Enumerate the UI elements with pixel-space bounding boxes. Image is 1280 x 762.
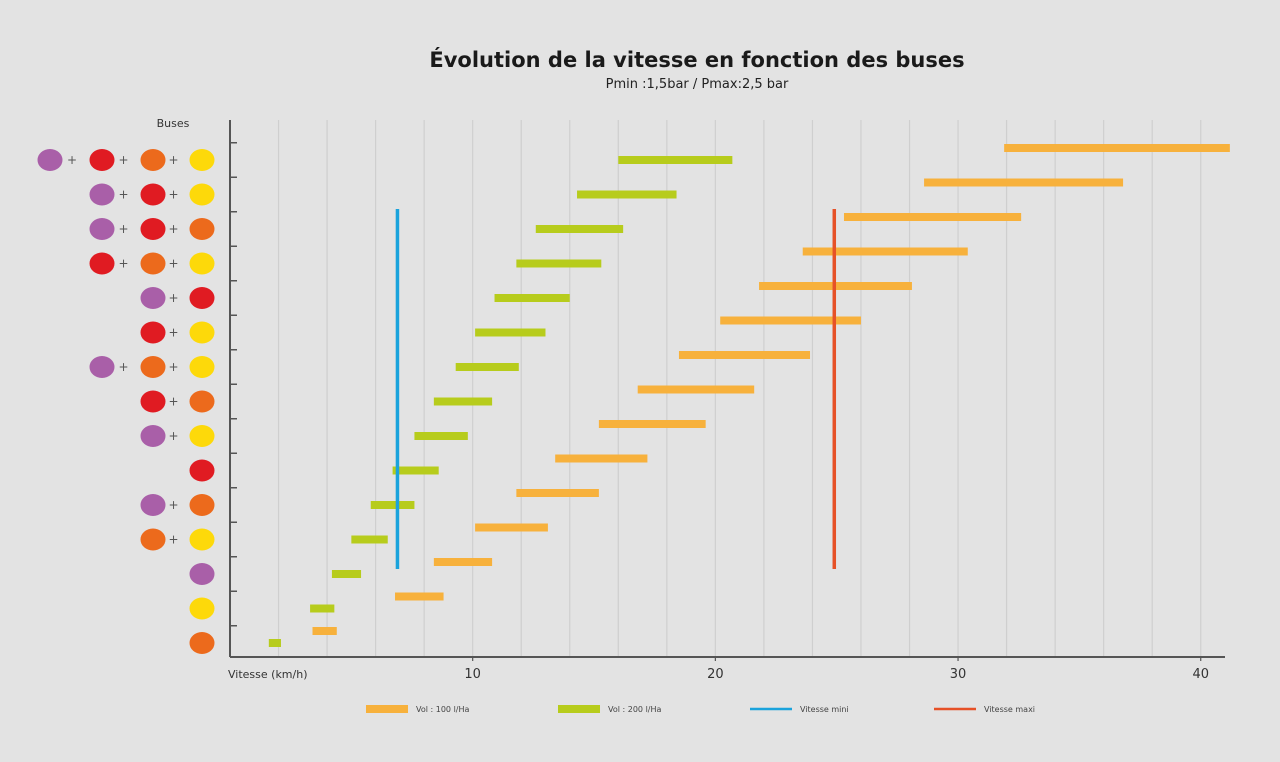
plus-sign: + [168, 498, 178, 512]
plus-sign: + [118, 222, 128, 236]
bar-vol-200 [475, 328, 546, 337]
nozzle-jaune-icon [189, 183, 215, 206]
plus-sign: + [168, 291, 178, 305]
plus-sign: + [168, 222, 178, 236]
nozzle-violet-icon [89, 356, 115, 378]
bar-vol-100 [395, 592, 444, 601]
nozzle-rouge-icon [140, 183, 166, 206]
nozzle-violet-icon [89, 183, 115, 206]
bar-vol-100 [433, 558, 493, 566]
nozzle-jaune-icon [189, 597, 215, 620]
nozzle-orange-icon [189, 390, 215, 413]
nozzle-rouge-icon [189, 459, 215, 482]
nozzle-violet-icon [140, 287, 166, 309]
nozzle-rouge-icon [89, 252, 115, 275]
plus-sign: + [67, 153, 77, 167]
reference-lines [395, 209, 837, 569]
plus-sign: + [118, 153, 128, 167]
x-tick-label: 40 [1192, 667, 1209, 682]
bar-vol-200 [331, 570, 362, 578]
x-tick-label: 10 [464, 667, 481, 682]
legend: Vol : 100 l/Ha Vol : 200 l/Ha Vitesse mini… [366, 705, 1035, 714]
plus-sign: + [168, 395, 178, 409]
plus-sign: + [118, 257, 128, 271]
bar-vol-100 [924, 178, 1124, 187]
nozzle-violet-icon [189, 563, 215, 585]
nozzle-jaune-icon [189, 252, 215, 275]
nozzle-violet-icon [140, 425, 166, 447]
nozzle-orange-icon [140, 149, 166, 171]
legend-swatch [558, 705, 600, 713]
bar-vol-200 [414, 432, 468, 440]
plus-sign: + [168, 429, 178, 443]
axes: 10 20 30 40 [229, 120, 1225, 682]
nozzle-violet-icon [89, 218, 115, 240]
legend-label: Vitesse maxi [984, 705, 1035, 714]
plus-sign: + [168, 153, 178, 167]
bar-vol-200 [370, 501, 415, 509]
nozzle-labels: + + + + + + + + + + + + + + + + + [37, 149, 215, 654]
nozzle-rouge-icon [140, 321, 166, 344]
bars [268, 144, 1230, 647]
bar-vol-200 [577, 190, 677, 199]
bar-vol-100 [843, 213, 1022, 221]
legend-swatch [366, 705, 408, 713]
bar-vol-200 [516, 259, 602, 268]
plus-sign: + [168, 360, 178, 374]
bar-vol-200 [494, 294, 570, 302]
legend-label: Vol : 100 l/Ha [416, 705, 469, 714]
chart-subtitle: Pmin :1,5bar / Pmax:2,5 bar [606, 77, 789, 92]
nozzle-jaune-icon [189, 149, 215, 171]
bar-vol-100 [555, 454, 648, 463]
bar-vol-100 [516, 489, 599, 497]
bar-vol-100 [637, 385, 755, 394]
grid [277, 120, 1202, 657]
nozzle-orange-icon [189, 494, 215, 516]
bar-vol-200 [310, 604, 335, 613]
nozzle-rouge-icon [189, 287, 215, 309]
bar-vol-200 [392, 466, 439, 475]
nozzle-orange-icon [189, 218, 215, 240]
bar-vol-200 [433, 397, 493, 406]
nozzle-rouge-icon [140, 218, 166, 240]
nozzle-jaune-icon [189, 356, 215, 378]
nozzle-violet-icon [37, 149, 63, 171]
bar-vol-100 [1004, 144, 1230, 152]
nozzle-orange-icon [189, 632, 215, 654]
bar-vol-100 [312, 627, 337, 635]
bar-vol-200 [268, 639, 281, 647]
plus-sign: + [118, 188, 128, 202]
bar-vol-100 [475, 523, 548, 532]
plus-sign: + [168, 326, 178, 340]
legend-label: Vitesse mini [800, 705, 849, 714]
nozzle-rouge-icon [89, 149, 115, 171]
bar-vol-100 [598, 420, 706, 428]
nozzle-violet-icon [140, 494, 166, 516]
nozzle-rouge-icon [140, 390, 166, 413]
plus-sign: + [168, 533, 178, 547]
x-tick-label: 30 [950, 667, 967, 682]
bar-vol-200 [455, 363, 519, 371]
nozzle-orange-icon [140, 356, 166, 378]
nozzle-orange-icon [140, 252, 166, 275]
bar-vol-100 [678, 351, 811, 359]
nozzle-orange-icon [140, 528, 166, 551]
x-tick-label: 20 [707, 667, 724, 682]
bar-vol-200 [535, 225, 624, 233]
nozzle-jaune-icon [189, 425, 215, 447]
x-axis-label: Vitesse (km/h) [228, 668, 308, 681]
nozzle-jaune-icon [189, 528, 215, 551]
legend-label: Vol : 200 l/Ha [608, 705, 661, 714]
bar-vol-200 [618, 156, 733, 164]
plus-sign: + [168, 257, 178, 271]
bar-vol-200 [351, 535, 388, 544]
y-axis-label: Buses [157, 117, 190, 130]
plus-sign: + [168, 188, 178, 202]
chart-title: Évolution de la vitesse en fonction des … [429, 47, 964, 72]
plus-sign: + [118, 360, 128, 374]
bar-vol-100 [720, 316, 861, 325]
bar-vol-100 [802, 247, 968, 256]
nozzle-jaune-icon [189, 321, 215, 344]
